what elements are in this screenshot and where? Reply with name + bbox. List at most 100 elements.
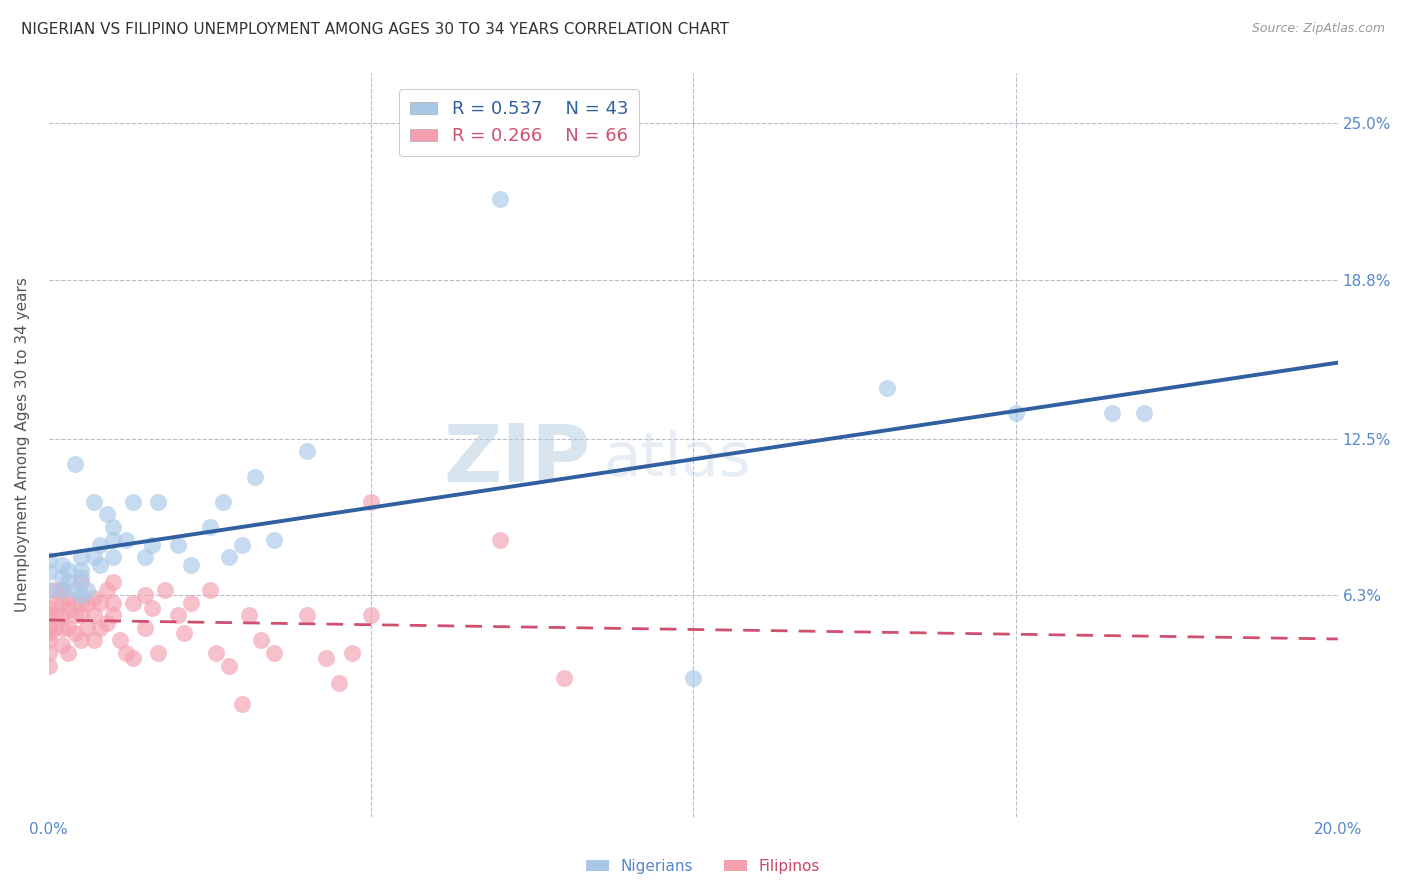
Point [51,639,73,653]
Legend: R = 0.537    N = 43, R = 0.266    N = 66: R = 0.537 N = 43, R = 0.266 N = 66 [399,89,640,156]
Point [63,608,86,623]
Point [173,626,195,640]
Point [76,621,98,635]
Point [134,621,156,635]
Point [218,658,240,673]
Point [103,533,125,547]
Point [89,538,111,552]
Point [141,600,163,615]
Point [63,457,86,471]
Point [63,582,86,597]
Point [1101,407,1123,421]
Point [89,621,111,635]
Point [148,494,170,508]
Point [315,651,337,665]
Point [103,608,125,623]
Text: Source: ZipAtlas.com: Source: ZipAtlas.com [1251,22,1385,36]
Point [489,192,512,206]
Point [121,494,143,508]
Point [166,608,188,623]
Point [38,608,60,623]
Point [44,608,66,623]
Point [38,633,60,648]
Point [51,570,73,584]
Point [44,596,66,610]
Point [70,596,93,610]
Point [70,588,93,602]
Point [340,646,363,660]
Point [44,582,66,597]
Text: NIGERIAN VS FILIPINO UNEMPLOYMENT AMONG AGES 30 TO 34 YEARS CORRELATION CHART: NIGERIAN VS FILIPINO UNEMPLOYMENT AMONG … [21,22,730,37]
Point [134,550,156,565]
Point [103,575,125,590]
Point [51,608,73,623]
Point [96,615,118,630]
Point [134,588,156,602]
Point [83,591,105,605]
Point [38,658,60,673]
Point [51,621,73,635]
Point [56,646,79,660]
Point [103,596,125,610]
Point [51,596,73,610]
Point [198,520,221,534]
Point [51,582,73,597]
Point [121,651,143,665]
Point [180,558,202,572]
Point [56,603,79,617]
Point [83,494,105,508]
Point [38,621,60,635]
Point [89,596,111,610]
Point [96,582,118,597]
Point [44,621,66,635]
Text: atlas: atlas [603,430,751,490]
Point [231,697,253,711]
Point [243,469,266,483]
Point [51,558,73,572]
Point [70,608,93,623]
Point [38,566,60,580]
Point [360,608,382,623]
Point [180,596,202,610]
Point [83,550,105,565]
Point [231,538,253,552]
Point [553,671,575,685]
Text: ZIP: ZIP [443,421,591,499]
Point [96,508,118,522]
Point [38,553,60,567]
Point [211,494,233,508]
Point [51,582,73,597]
Point [38,646,60,660]
Point [76,582,98,597]
Point [166,538,188,552]
Point [876,381,898,395]
Y-axis label: Unemployment Among Ages 30 to 34 years: Unemployment Among Ages 30 to 34 years [15,277,30,613]
Point [295,608,318,623]
Point [141,538,163,552]
Point [682,671,704,685]
Point [83,608,105,623]
Point [63,626,86,640]
Point [198,582,221,597]
Point [70,570,93,584]
Point [103,550,125,565]
Point [360,494,382,508]
Point [121,596,143,610]
Point [238,608,260,623]
Point [328,676,350,690]
Point [38,626,60,640]
Point [56,621,79,635]
Point [38,582,60,597]
Point [295,444,318,458]
Point [115,646,138,660]
Point [250,633,273,648]
Point [56,563,79,577]
Point [89,558,111,572]
Point [56,575,79,590]
Point [70,633,93,648]
Point [76,596,98,610]
Point [70,575,93,590]
Point [38,600,60,615]
Point [218,550,240,565]
Point [56,591,79,605]
